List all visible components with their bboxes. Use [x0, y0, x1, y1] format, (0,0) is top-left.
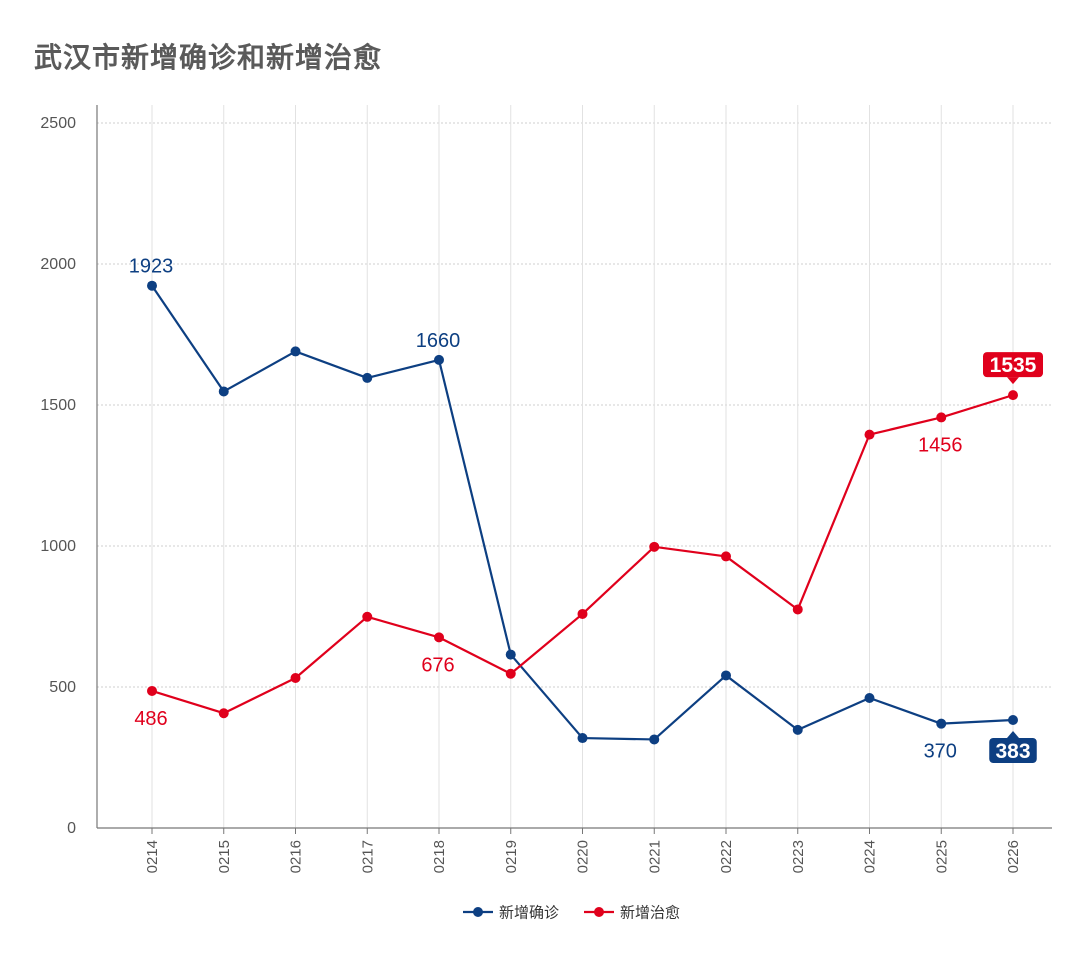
data-point [218, 708, 229, 719]
data-point [362, 611, 373, 622]
data-label: 486 [134, 708, 167, 730]
legend-label: 新增治愈 [620, 904, 680, 922]
data-point [649, 734, 660, 745]
x-tick-label: 0214 [144, 840, 161, 873]
data-point [434, 354, 444, 365]
data-point [649, 541, 660, 552]
data-point [147, 685, 157, 696]
x-tick-label: 0221 [646, 840, 663, 873]
data-label: 676 [421, 654, 454, 676]
data-label: 1923 [129, 256, 174, 278]
data-point [792, 604, 803, 615]
data-label: 1456 [918, 434, 963, 456]
data-point [1008, 714, 1018, 725]
data-point [577, 608, 588, 619]
data-label: 370 [924, 741, 957, 763]
y-tick-label: 2500 [40, 115, 76, 132]
data-point [1008, 390, 1018, 401]
data-point [147, 280, 157, 291]
data-point [218, 386, 229, 397]
x-tick-label: 0219 [503, 840, 520, 873]
legend-swatch-dot [594, 907, 604, 917]
x-tick-label: 0222 [718, 840, 735, 873]
data-label-pointer [1007, 730, 1019, 738]
x-tick-label: 0217 [359, 840, 376, 873]
x-tick-label: 0218 [431, 840, 448, 873]
data-label-box [989, 737, 1037, 763]
data-point [721, 670, 731, 681]
y-tick-label: 1000 [40, 538, 76, 555]
data-point [505, 668, 516, 679]
x-tick-label: 0226 [1005, 840, 1022, 873]
data-label: 1660 [416, 330, 461, 352]
y-tick-label: 500 [49, 679, 76, 696]
legend-swatch-dot [473, 907, 483, 917]
data-point [577, 733, 588, 744]
data-point [792, 724, 803, 735]
data-point [936, 412, 947, 423]
data-label-box [983, 352, 1043, 378]
chart-title: 武汉市新增确诊和新增治愈 [34, 41, 383, 74]
x-tick-label: 0225 [933, 840, 950, 873]
data-point [290, 346, 301, 357]
data-point [434, 632, 444, 643]
y-tick-label: 0 [67, 820, 76, 837]
data-label: 383 [995, 740, 1030, 763]
x-tick-label: 0223 [790, 840, 807, 873]
data-point [505, 649, 516, 660]
data-point [936, 718, 947, 729]
data-point [362, 372, 373, 383]
data-labels: 1923 1660 370 383 486 676 1456 1535 [129, 256, 1043, 763]
y-tick-label: 2000 [40, 256, 76, 273]
data-label: 1535 [990, 354, 1037, 377]
x-tick-label: 0224 [862, 840, 879, 873]
data-label-pointer [1007, 377, 1019, 385]
data-point [290, 672, 301, 683]
series-group [147, 280, 1018, 745]
legend: 新增确诊 新增治愈 [463, 904, 680, 922]
axes: 0 500 1000 1500 2000 2500 0214 0215 0216 0217 0218… [40, 105, 1052, 873]
x-tick-label: 0216 [288, 840, 305, 873]
data-point [864, 429, 875, 440]
data-point [721, 551, 731, 562]
legend-label: 新增确诊 [499, 904, 559, 922]
y-tick-label: 1500 [40, 397, 76, 414]
grid-lines [97, 105, 1052, 828]
data-point [864, 692, 875, 703]
x-tick-label: 0220 [575, 840, 592, 873]
x-tick-label: 0215 [216, 840, 233, 873]
